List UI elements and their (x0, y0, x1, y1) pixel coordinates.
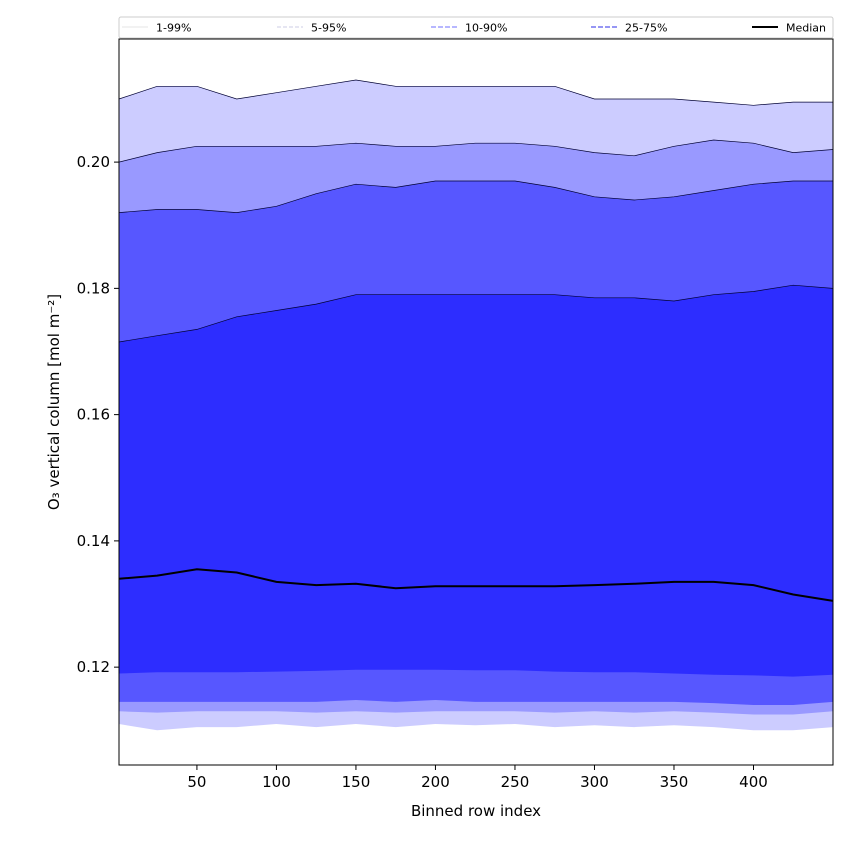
x-axis-label: Binned row index (411, 802, 541, 820)
x-tick-label: 400 (739, 773, 768, 791)
x-tick-label: 300 (580, 773, 609, 791)
x-tick-label: 200 (421, 773, 450, 791)
band-upper-edge-5-95 (118, 139, 834, 163)
y-tick-label: 0.20 (77, 153, 110, 171)
band-upper-edge-1-99 (118, 79, 833, 106)
y-axis-label: O₃ vertical column [mol m⁻²] (45, 294, 63, 510)
y-tick-label: 0.18 (77, 279, 110, 297)
band-25-75 (119, 285, 833, 677)
legend-label-25-75: 25-75% (625, 22, 667, 35)
legend-label-5-95: 5-95% (311, 22, 346, 35)
median-line (118, 568, 834, 602)
x-tick-label: 250 (501, 773, 530, 791)
legend: 1-99% 5-95% 10-90% 25-75% Median (118, 16, 834, 39)
x-tick-label: 350 (660, 773, 689, 791)
legend-box (118, 16, 834, 39)
legend-label-median: Median (786, 22, 826, 35)
legend-label-10-90: 10-90% (465, 22, 507, 35)
legend-label-1-99: 1-99% (156, 22, 191, 35)
y-tick-label: 0.14 (77, 532, 110, 550)
band-upper-edge-10-90 (118, 180, 833, 213)
y-axis-ticks: 0.12 0.14 0.16 0.18 0.20 (77, 153, 119, 676)
x-tick-label: 100 (262, 773, 291, 791)
x-axis-ticks: 50 100 150 200 250 300 350 400 (187, 765, 768, 791)
x-tick-label: 50 (187, 773, 206, 791)
y-tick-label: 0.12 (77, 658, 110, 676)
plot-frame (118, 38, 834, 766)
median-series (118, 568, 834, 602)
y-tick-label: 0.16 (77, 406, 110, 424)
x-tick-label: 150 (342, 773, 371, 791)
percentile-bands (118, 79, 834, 731)
band-upper-edge-25-75 (118, 284, 834, 343)
